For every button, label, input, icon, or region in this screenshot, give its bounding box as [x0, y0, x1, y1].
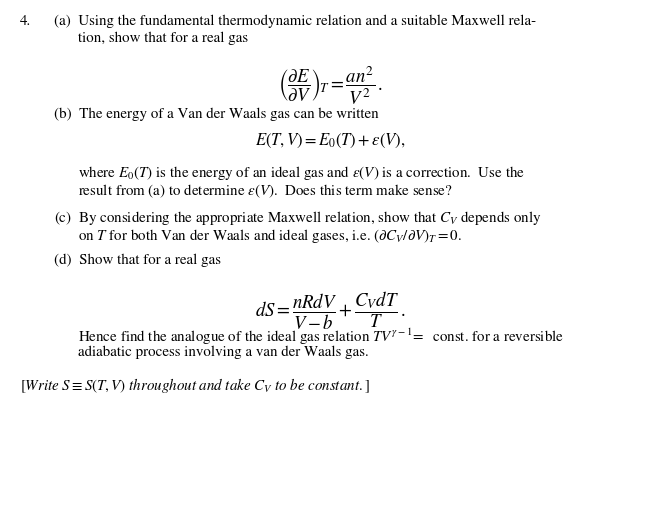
Text: (b)  The energy of a Van der Waals gas can be written: (b) The energy of a Van der Waals gas ca… [54, 108, 379, 121]
Text: $\left(\dfrac{\partial E}{\partial V}\right)_{\!T} = \dfrac{an^2}{V^2}\,.$: $\left(\dfrac{\partial E}{\partial V}\ri… [278, 65, 383, 107]
Text: where $E_0(T)$ is the energy of an ideal gas and $\varepsilon(V)$ is a correctio: where $E_0(T)$ is the energy of an ideal… [78, 164, 525, 182]
Text: Hence find the analogue of the ideal gas relation $TV^{\gamma-1}\!=$  const. for: Hence find the analogue of the ideal gas… [78, 327, 564, 347]
Text: [$\mathit{Write}\ S \equiv S(T,V)\ \mathit{throughout\ and\ take}\ C_V\ \mathit{: [$\mathit{Write}\ S \equiv S(T,V)\ \math… [20, 376, 369, 394]
Text: on $T$ for both Van der Waals and ideal gases, i.e. $(\partial C_V/\partial V)_T: on $T$ for both Van der Waals and ideal … [78, 227, 462, 245]
Text: tion, show that for a real gas: tion, show that for a real gas [78, 32, 248, 45]
Text: (a)  Using the fundamental thermodynamic relation and a suitable Maxwell rela-: (a) Using the fundamental thermodynamic … [54, 14, 536, 27]
Text: adiabatic process involving a van der Waals gas.: adiabatic process involving a van der Wa… [78, 345, 369, 358]
Text: $E(T,V) = E_0(T) + \varepsilon(V),$: $E(T,V) = E_0(T) + \varepsilon(V),$ [255, 132, 406, 151]
Text: (c)  By considering the appropriate Maxwell relation, show that $C_V$ depends on: (c) By considering the appropriate Maxwe… [54, 209, 542, 227]
Text: $dS = \dfrac{nRdV}{V-b} + \dfrac{C_V dT}{T}\,.$: $dS = \dfrac{nRdV}{V-b} + \dfrac{C_V dT}… [255, 289, 406, 332]
Text: (d)  Show that for a real gas: (d) Show that for a real gas [54, 253, 221, 267]
Text: 4.: 4. [20, 14, 31, 27]
Text: result from (a) to determine $\varepsilon(V)$.  Does this term make sense?: result from (a) to determine $\varepsilo… [78, 182, 453, 200]
